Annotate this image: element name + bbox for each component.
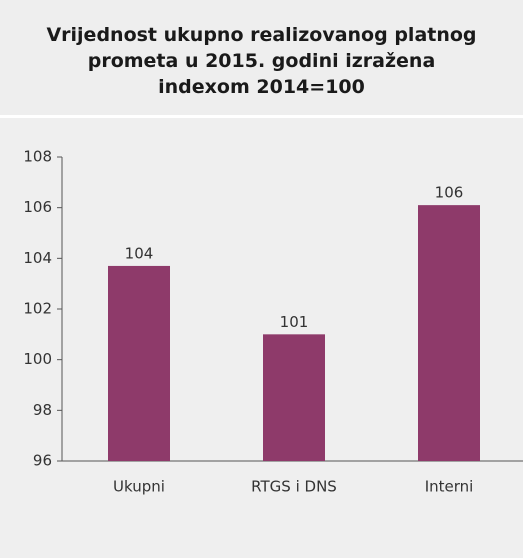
y-tick-label: 108 xyxy=(23,148,52,166)
bar xyxy=(418,205,480,461)
x-tick-label: Interni xyxy=(425,478,474,496)
y-tick-label: 106 xyxy=(23,198,52,216)
x-tick-label: RTGS i DNS xyxy=(251,478,337,496)
x-tick-label: Ukupni xyxy=(113,478,165,496)
chart-title: Vrijednost ukupno realizovanog platnog p… xyxy=(0,0,523,118)
data-label: 106 xyxy=(435,184,464,202)
data-label: 101 xyxy=(280,313,309,331)
y-tick-label: 102 xyxy=(23,300,52,318)
y-tick-label: 96 xyxy=(33,452,52,470)
y-tick-label: 104 xyxy=(23,249,52,267)
bar xyxy=(108,265,170,461)
y-tick-label: 98 xyxy=(33,401,52,419)
y-tick-label: 100 xyxy=(23,350,52,368)
bar xyxy=(263,334,325,461)
data-label: 104 xyxy=(125,244,154,262)
